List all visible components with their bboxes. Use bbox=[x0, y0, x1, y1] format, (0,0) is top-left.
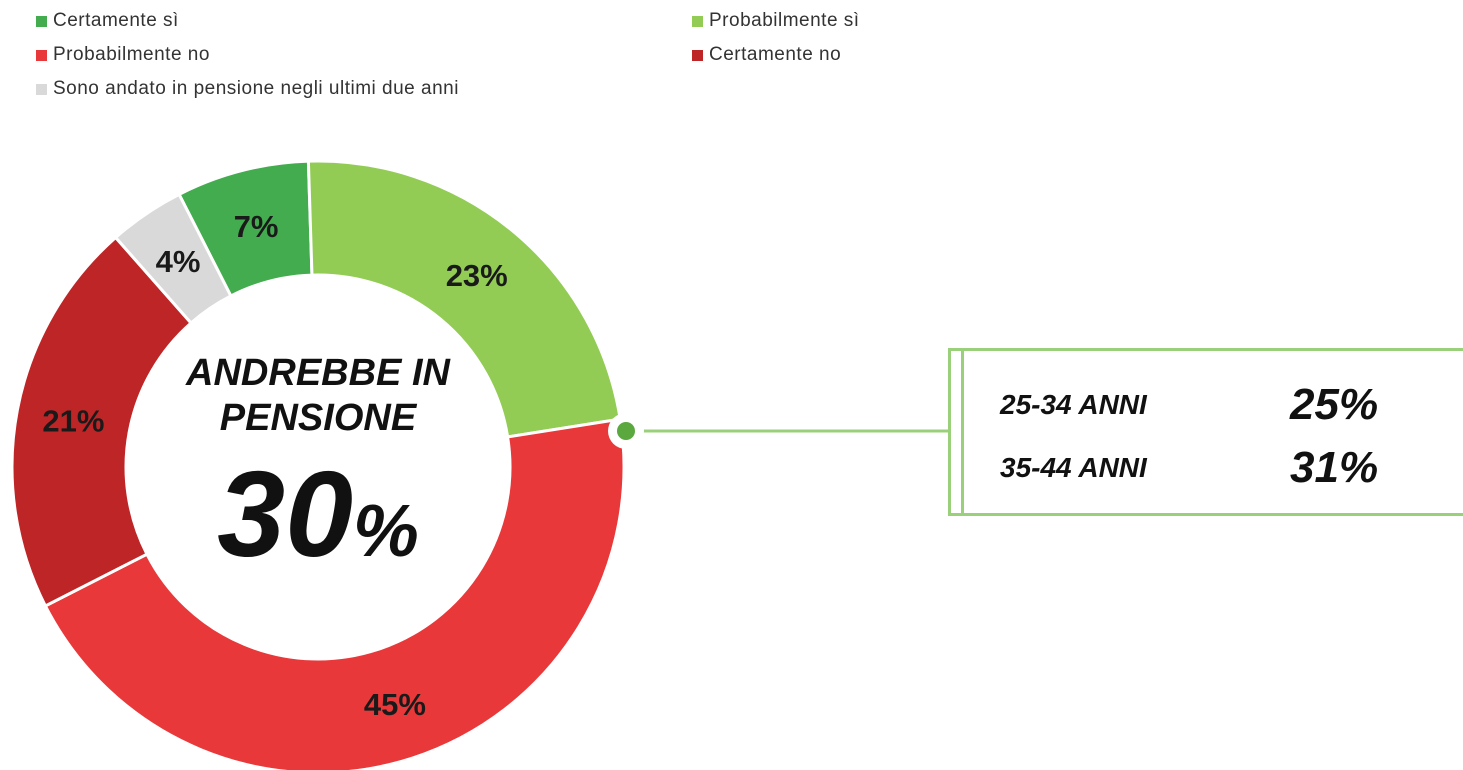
legend-item-pensione: Sono andato in pensione negli ultimi due… bbox=[36, 78, 459, 100]
slice-label-4: 4% bbox=[156, 244, 201, 279]
legend-item-probabilmente-no: Probabilmente no bbox=[36, 44, 210, 66]
legend-label: Probabilmente sì bbox=[709, 10, 860, 31]
age-row: 25-34 ANNI 25% bbox=[1000, 380, 1378, 430]
age-callout-box bbox=[948, 348, 1463, 516]
donut-slice-2 bbox=[43, 417, 626, 770]
legend-swatch bbox=[692, 15, 703, 27]
legend-label: Probabilmente no bbox=[53, 44, 210, 65]
legend-label: Sono andato in pensione negli ultimi due… bbox=[53, 78, 459, 99]
age-label: 35-44 ANNI bbox=[1000, 452, 1147, 483]
age-row: 35-44 ANNI 31% bbox=[1000, 443, 1378, 493]
age-label: 25-34 ANNI bbox=[1000, 389, 1147, 420]
legend-swatch bbox=[36, 83, 47, 95]
center-value-number: 30 bbox=[217, 446, 353, 582]
slice-label-1: 23% bbox=[446, 258, 508, 293]
donut-slice-1 bbox=[306, 159, 622, 439]
legend-item-certamente-si: Certamente sì bbox=[36, 10, 179, 32]
center-value: 30% bbox=[217, 446, 419, 582]
legend-swatch bbox=[36, 15, 47, 27]
slice-label-3: 21% bbox=[42, 403, 104, 438]
donut-slice-3 bbox=[10, 235, 194, 608]
legend-swatch bbox=[36, 49, 47, 61]
age-value: 31% bbox=[1290, 443, 1379, 492]
center-value-unit: % bbox=[353, 489, 419, 572]
legend-label: Certamente no bbox=[709, 44, 842, 65]
center-line-1: ANDREBBE IN bbox=[185, 352, 451, 394]
slice-label-0: 7% bbox=[234, 209, 279, 244]
center-line-2: PENSIONE bbox=[220, 397, 418, 439]
callout-anchor-dot bbox=[617, 422, 635, 440]
legend-label: Certamente sì bbox=[53, 10, 179, 31]
legend-item-certamente-no: Certamente no bbox=[692, 44, 841, 66]
legend-item-probabilmente-si: Probabilmente sì bbox=[692, 10, 860, 32]
donut-slice-4 bbox=[113, 192, 233, 326]
legend-swatch bbox=[692, 49, 703, 61]
slice-label-2: 45% bbox=[364, 687, 426, 722]
age-value: 25% bbox=[1290, 380, 1379, 429]
